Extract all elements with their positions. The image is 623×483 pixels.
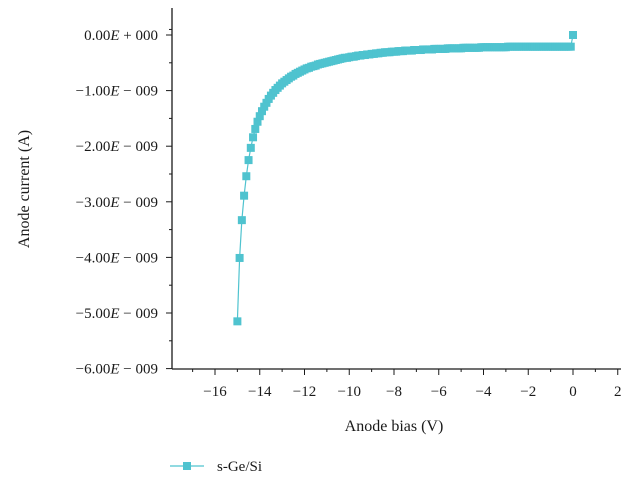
y-tick-exponent: − 009 [120, 362, 158, 378]
data-point [235, 253, 244, 262]
y-tick-exponent: − 009 [120, 195, 158, 211]
y-tick-exp-symbol: E [109, 362, 119, 378]
y-tick-label: −2.00E − 009 [76, 139, 158, 155]
x-tick-label: −8 [386, 384, 402, 400]
data-point [253, 117, 262, 126]
y-tick-mantissa: −6.00 [76, 362, 111, 378]
x-tick-label: −14 [248, 384, 272, 400]
y-tick-mantissa: −5.00 [76, 306, 111, 322]
series-layer [233, 31, 577, 326]
x-tick-label: −4 [476, 384, 492, 400]
legend: s-Ge/Si [170, 459, 262, 475]
x-tick-label: −10 [338, 384, 361, 400]
y-tick-label: −5.00E − 009 [76, 306, 158, 322]
y-tick-exp-symbol: E [109, 306, 119, 322]
legend-marker [183, 462, 191, 470]
data-point [255, 112, 264, 121]
y-tick-mantissa: −2.00 [76, 139, 111, 155]
y-tick-mantissa: −3.00 [76, 195, 111, 211]
y-tick-label: 0.00E + 000 [84, 28, 158, 44]
legend-label: s-Ge/Si [217, 459, 262, 475]
data-point [242, 172, 251, 181]
axes [171, 8, 621, 370]
y-tick-label: −6.00E − 009 [76, 362, 158, 378]
y-tick-exponent: + 000 [120, 28, 158, 44]
y-tick-exp-symbol: E [109, 28, 119, 44]
y-tick-exponent: − 009 [120, 250, 158, 266]
y-tick-mantissa: −1.00 [76, 84, 111, 100]
y-tick-exponent: − 009 [120, 139, 158, 155]
y-tick-exponent: − 009 [120, 306, 158, 322]
y-tick-mantissa: −4.00 [76, 250, 111, 266]
y-tick-exp-symbol: E [109, 139, 119, 155]
data-point [246, 143, 255, 152]
x-tick-label: −6 [431, 384, 447, 400]
data-point [569, 31, 577, 39]
y-tick-exp-symbol: E [109, 195, 119, 211]
y-tick-label: −3.00E − 009 [76, 195, 158, 211]
y-tick-exp-symbol: E [109, 250, 119, 266]
x-axis-title: Anode bias (V) [345, 418, 444, 435]
y-tick-exponent: − 009 [120, 84, 158, 100]
x-tick-label: 2 [614, 384, 622, 400]
y-tick-label: −4.00E − 009 [76, 250, 158, 266]
y-tick-exp-symbol: E [109, 84, 119, 100]
y-tick-mantissa: 0.00 [84, 28, 110, 44]
x-tick-label: −12 [293, 384, 316, 400]
data-point [233, 317, 242, 326]
data-point [257, 107, 266, 116]
x-tick-label: −2 [520, 384, 536, 400]
data-point [249, 133, 258, 142]
y-tick-label: −1.00E − 009 [76, 84, 158, 100]
data-point [251, 124, 260, 133]
data-point [244, 156, 253, 165]
x-tick-label: −16 [203, 384, 227, 400]
data-point [566, 42, 575, 51]
data-point [237, 216, 246, 225]
ticks: −16 −14 −12 −10 −8 −6 −4 −2 0 20.00E + 000−1.00E … [76, 28, 622, 400]
y-axis-title: Anode current (A) [16, 130, 33, 248]
x-tick-label: 0 [569, 384, 577, 400]
data-point [240, 191, 249, 200]
